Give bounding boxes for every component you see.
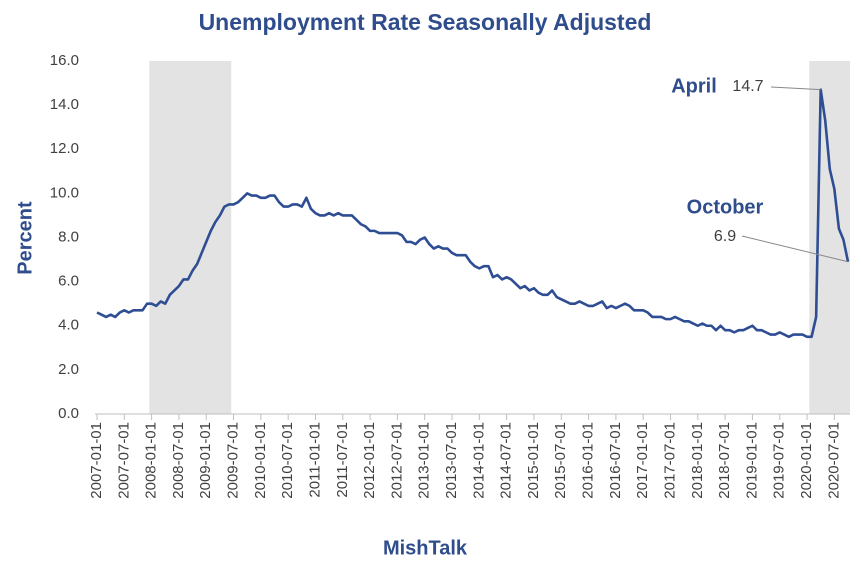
x-tick-label: 2019-01-01: [743, 422, 760, 499]
x-tick-label: 2020-01-01: [798, 422, 815, 499]
x-tick-label: 2020-07-01: [825, 422, 842, 499]
chart-title: Unemployment Rate Seasonally Adjusted: [199, 9, 652, 35]
x-tick-label: 2009-07-01: [225, 422, 242, 499]
annotation: October: [687, 196, 764, 218]
x-tick-label: 2008-01-01: [143, 422, 160, 499]
y-tick-label: 12.0: [50, 140, 79, 157]
x-tick-label: 2007-01-01: [88, 422, 105, 499]
x-tick-label: 2016-01-01: [580, 422, 597, 499]
x-tick-label: 2010-01-01: [252, 422, 269, 499]
y-tick-label: 4.0: [58, 317, 79, 334]
x-tick-label: 2017-01-01: [634, 422, 651, 499]
x-tick-label: 2013-01-01: [416, 422, 433, 499]
x-tick-label: 2011-07-01: [334, 422, 351, 498]
leader: [741, 235, 849, 263]
data-line: [96, 88, 850, 339]
x-tick-label: 2012-01-01: [361, 422, 378, 499]
y-axis-label: Percent: [14, 201, 36, 275]
y-tick-label: 8.0: [58, 228, 79, 245]
x-axis-label: MishTalk: [383, 537, 468, 559]
x-tick-label: 2011-01-01: [306, 422, 323, 498]
x-tick-label: 2019-07-01: [771, 422, 788, 499]
x-tick-label: 2016-07-01: [607, 422, 624, 499]
y-tick-label: 10.0: [50, 184, 79, 201]
x-tick-label: 2018-01-01: [689, 422, 706, 499]
y-tick-label: 0.0: [58, 405, 79, 422]
y-tick-label: 16.0: [50, 52, 79, 69]
x-tick-label: 2014-01-01: [470, 422, 487, 499]
x-tick-label: 2013-07-01: [443, 422, 460, 499]
x-tick-label: 2007-07-01: [115, 422, 132, 499]
y-tick-label: 6.0: [58, 273, 79, 290]
annotation: April: [671, 75, 717, 97]
value-label: 6.9: [714, 228, 736, 245]
leader: [770, 86, 821, 91]
x-tick-label: 2012-07-01: [388, 422, 405, 499]
x-tick-label: 2009-01-01: [197, 422, 214, 499]
y-tick-label: 14.0: [50, 96, 79, 113]
x-tick-label: 2018-07-01: [716, 422, 733, 499]
x-tick-label: 2017-07-01: [661, 422, 678, 499]
x-tick-label: 2015-01-01: [525, 422, 542, 499]
x-tick-label: 2010-07-01: [279, 422, 296, 499]
recession-shade: [149, 61, 232, 414]
y-tick-label: 2.0: [58, 361, 79, 378]
x-tick-label: 2014-07-01: [498, 422, 515, 499]
value-label: 14.7: [732, 78, 763, 95]
x-tick-label: 2008-07-01: [170, 422, 187, 499]
x-tick-label: 2015-07-01: [552, 422, 569, 499]
